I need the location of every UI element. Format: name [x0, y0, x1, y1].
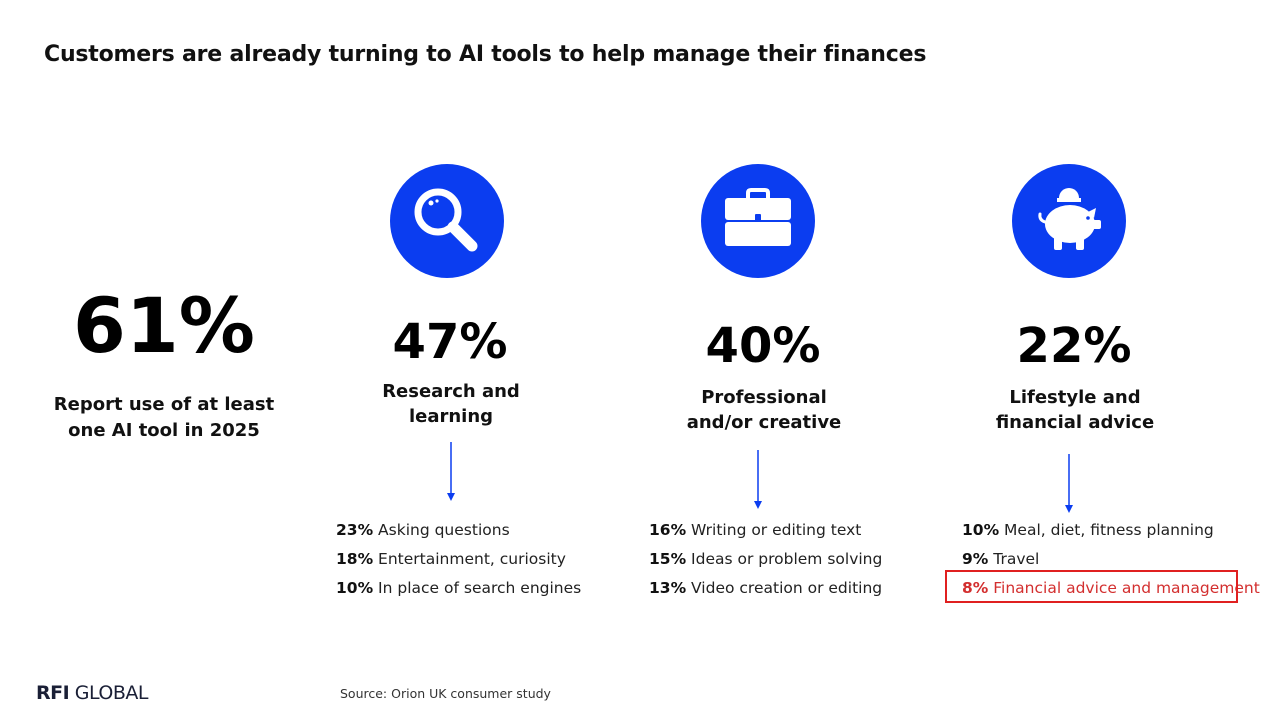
category-percent: 40%: [705, 318, 821, 374]
category-label-line1: Professional: [701, 387, 827, 408]
hero-percent: 61%: [73, 281, 255, 370]
item-text: Ideas or problem solving: [691, 550, 883, 568]
company-logo: RFI GLOBAL: [36, 682, 148, 704]
logo-bold-text: RFI: [36, 682, 70, 704]
item-text: Entertainment, curiosity: [378, 550, 566, 568]
item-text: Meal, diet, fitness planning: [1004, 521, 1214, 539]
category-label-line2: learning: [408, 406, 494, 427]
category-label: Professional and/or creative: [664, 385, 864, 435]
hero-description: Report use of at least one AI tool in 20…: [44, 392, 284, 444]
category-breakdown-list: 16% Writing or editing text 15% Ideas or…: [649, 516, 882, 603]
highlight-box: [945, 570, 1238, 603]
piggy-bank-icon: [1012, 164, 1126, 278]
list-item: 15% Ideas or problem solving: [649, 545, 882, 574]
list-item: 9% Travel: [962, 545, 1260, 574]
slide-title: Customers are already turning to AI tool…: [44, 42, 927, 67]
category-label-line2: and/or creative: [686, 412, 842, 433]
item-text: Writing or editing text: [691, 521, 862, 539]
list-item: 18% Entertainment, curiosity: [336, 545, 581, 574]
hero-description-line2: one AI tool in 2025: [68, 420, 260, 441]
highlighted-list-item: 8% Financial advice and management: [962, 574, 1260, 603]
category-breakdown-list: 23% Asking questions 18% Entertainment, …: [336, 516, 581, 603]
hero-description-line1: Report use of at least: [53, 394, 275, 415]
item-text: Video creation or editing: [691, 579, 883, 597]
category-label: Lifestyle and financial advice: [975, 385, 1175, 435]
down-arrow-icon: [1065, 454, 1073, 513]
item-text: Travel: [993, 550, 1040, 568]
magnifier-icon: [390, 164, 504, 278]
list-item: 10% In place of search engines: [336, 574, 581, 603]
category-breakdown-list: 10% Meal, diet, fitness planning 9% Trav…: [962, 516, 1260, 603]
briefcase-icon: [701, 164, 815, 278]
logo-regular-text: GLOBAL: [74, 682, 149, 704]
item-text: Financial advice and management: [993, 579, 1260, 597]
item-percent: 16%: [649, 521, 687, 539]
item-percent: 18%: [336, 550, 374, 568]
item-percent: 10%: [962, 521, 1000, 539]
list-item: 16% Writing or editing text: [649, 516, 882, 545]
category-percent: 22%: [1016, 318, 1132, 374]
item-percent: 8%: [962, 579, 989, 597]
category-percent: 47%: [392, 314, 508, 370]
list-item: 23% Asking questions: [336, 516, 581, 545]
category-label-line2: financial advice: [995, 412, 1155, 433]
item-percent: 9%: [962, 550, 989, 568]
source-note: Source: Orion UK consumer study: [340, 686, 551, 701]
item-percent: 23%: [336, 521, 374, 539]
list-item: 13% Video creation or editing: [649, 574, 882, 603]
item-text: Asking questions: [378, 521, 510, 539]
item-percent: 15%: [649, 550, 687, 568]
down-arrow-icon: [754, 450, 762, 509]
item-percent: 10%: [336, 579, 374, 597]
category-label: Research and learning: [351, 379, 551, 429]
down-arrow-icon: [447, 442, 455, 501]
category-label-line1: Research and: [382, 381, 520, 402]
item-text: In place of search engines: [378, 579, 582, 597]
list-item: 10% Meal, diet, fitness planning: [962, 516, 1260, 545]
item-percent: 13%: [649, 579, 687, 597]
category-label-line1: Lifestyle and: [1009, 387, 1141, 408]
